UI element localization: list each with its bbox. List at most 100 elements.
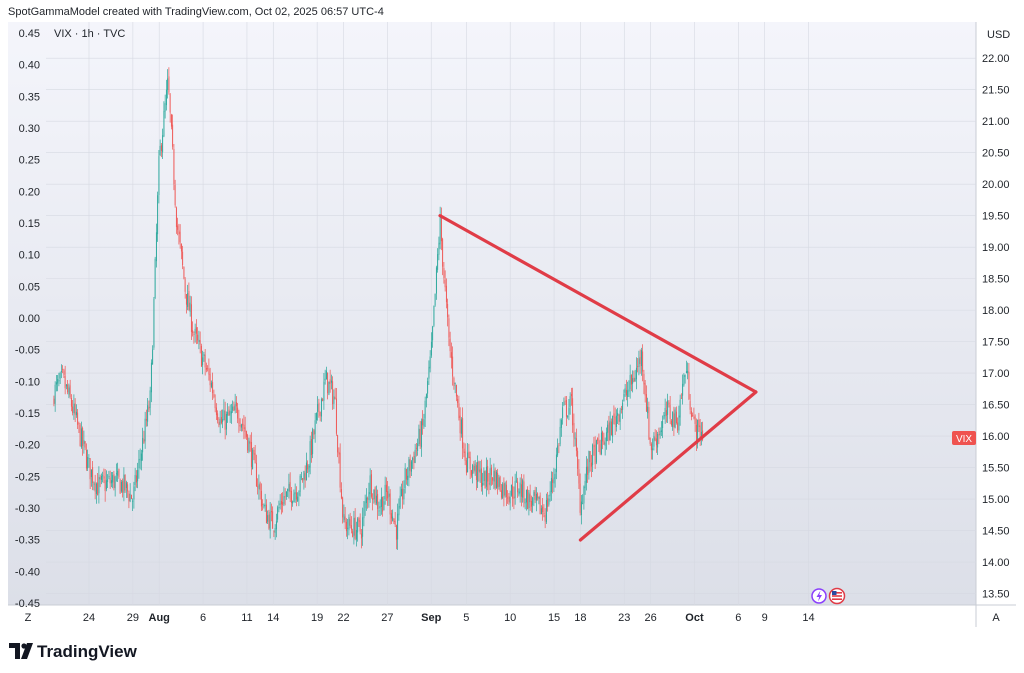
candle-body	[530, 500, 532, 507]
right-axis-strip[interactable]	[976, 22, 1016, 605]
candle-body	[125, 482, 127, 489]
candle-body	[582, 503, 584, 505]
candle-body	[592, 444, 594, 466]
candle-body	[575, 438, 577, 451]
candle-body	[474, 463, 476, 472]
currency-label[interactable]: USD	[987, 29, 1010, 41]
candle-body	[129, 493, 131, 502]
plot-area	[8, 22, 976, 605]
candle-body	[449, 338, 451, 352]
zoom-reset-button[interactable]: Z	[25, 612, 32, 624]
time-axis-strip[interactable]	[8, 605, 1016, 627]
candle-body	[175, 207, 177, 228]
candle-body	[655, 438, 657, 446]
right-axis-tick-label: 20.00	[982, 179, 1010, 191]
candle-body	[282, 502, 284, 505]
candle-body	[639, 357, 641, 364]
candle-body	[437, 254, 439, 270]
candle-body	[654, 437, 656, 441]
candle-body	[164, 103, 166, 112]
us-flag-event-icon[interactable]	[828, 587, 846, 605]
candle-body	[613, 413, 615, 418]
candle-body	[540, 508, 542, 514]
candle-body	[325, 370, 327, 380]
candle-body	[330, 380, 332, 383]
candle-body	[497, 472, 499, 488]
candle-body	[63, 370, 65, 375]
candle-body	[548, 498, 550, 505]
candle-body	[338, 451, 340, 455]
candle-body	[203, 354, 205, 356]
candle-body	[695, 424, 697, 442]
lightning-event-icon[interactable]	[811, 588, 827, 604]
candle-body	[249, 441, 251, 444]
candle-body	[484, 471, 486, 489]
candle-body	[192, 330, 194, 334]
candle-body	[445, 285, 447, 303]
candle-body	[153, 298, 155, 348]
candle-body	[252, 449, 254, 470]
candle-body	[328, 381, 330, 395]
candle-body	[253, 449, 255, 455]
candle-body	[318, 402, 320, 413]
candle-body	[405, 468, 407, 480]
auto-scale-button[interactable]: A	[992, 612, 1000, 624]
candle-body	[569, 396, 571, 407]
candle-body	[307, 464, 309, 470]
candle-body	[310, 438, 312, 456]
candle-body	[209, 374, 211, 386]
right-axis-tick-label: 15.50	[982, 463, 1010, 475]
candle-body	[283, 496, 285, 505]
candle-body	[225, 414, 227, 430]
tradingview-brand: TradingView	[37, 642, 138, 661]
candle-body	[207, 368, 209, 370]
candle-body	[408, 459, 410, 478]
candle-body	[118, 468, 120, 478]
candle-body	[514, 481, 516, 498]
candle-body	[694, 416, 696, 424]
candle-body	[525, 489, 527, 503]
candle-body	[264, 504, 266, 507]
trendlines	[438, 214, 758, 542]
candle-body	[515, 480, 517, 482]
candle-body	[110, 480, 112, 484]
candle-body	[333, 396, 335, 404]
candle-body	[588, 450, 590, 474]
candle-body	[247, 435, 249, 451]
time-axis-tick-label: 19	[311, 612, 323, 624]
candle-body	[210, 382, 212, 387]
candle-body	[212, 382, 214, 394]
candle-body	[88, 458, 90, 459]
candle-body	[512, 486, 514, 499]
candle-body	[542, 506, 544, 513]
candle-body	[619, 410, 621, 422]
candle-body	[423, 419, 425, 427]
candle-body	[425, 394, 427, 399]
candle-body	[217, 413, 219, 421]
tradingview-logo-icon	[9, 643, 33, 659]
left-axis-strip[interactable]	[8, 22, 46, 605]
candle-body	[152, 349, 154, 365]
candle-body	[240, 424, 242, 428]
symbol-legend[interactable]: VIX · 1h · TVC	[54, 28, 125, 40]
candle-body	[257, 486, 259, 488]
candle-body	[244, 427, 246, 432]
candle-body	[543, 512, 545, 514]
time-axis-tick-label: 18	[574, 612, 586, 624]
candle-body	[189, 302, 191, 313]
candle-body	[488, 483, 490, 485]
candle-body	[568, 407, 570, 415]
candle-body	[355, 530, 357, 540]
candle-body	[643, 373, 645, 385]
upper-trendline	[438, 214, 758, 394]
candle-body	[319, 411, 321, 416]
candle-body	[482, 482, 484, 486]
candle-body	[279, 503, 281, 506]
candle-body	[180, 243, 182, 252]
candle-body	[424, 400, 426, 419]
candle-body	[104, 479, 106, 492]
candle-body	[100, 476, 102, 480]
candle-body	[414, 449, 416, 464]
candle-body	[195, 327, 197, 334]
